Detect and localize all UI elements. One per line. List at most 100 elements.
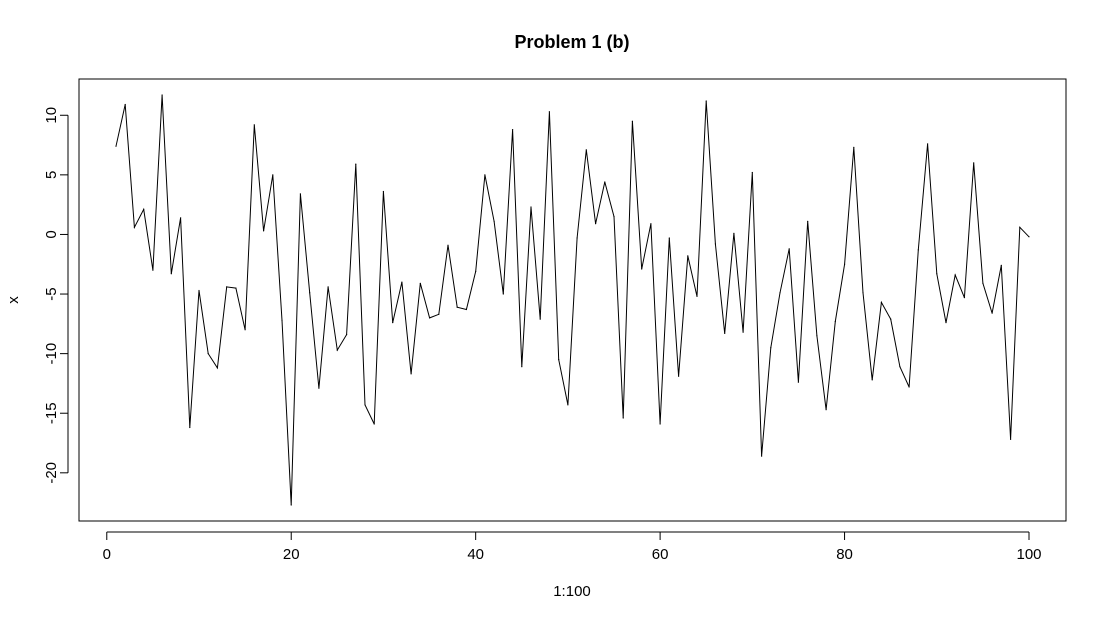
data-point	[364, 404, 366, 406]
data-point	[299, 193, 301, 195]
x-axis-label: 1:100	[553, 583, 591, 600]
data-point	[853, 146, 855, 148]
data-point	[263, 230, 265, 232]
data-point	[844, 263, 846, 265]
data-point	[631, 120, 634, 122]
data-point	[880, 301, 883, 303]
data-point	[705, 100, 707, 102]
x-tick-label: 20	[283, 546, 300, 563]
data-point	[816, 335, 818, 337]
y-tick-label: -10	[43, 343, 60, 365]
data-point	[309, 292, 311, 294]
data-point	[724, 332, 726, 334]
data-point	[355, 163, 357, 165]
data-point	[502, 293, 504, 295]
data-point	[908, 386, 910, 388]
data-point	[585, 149, 587, 151]
data-point	[945, 322, 947, 324]
data-point	[788, 248, 790, 250]
data-point	[936, 273, 938, 275]
data-point	[622, 417, 624, 419]
data-point	[392, 322, 394, 324]
data-point	[511, 129, 514, 131]
data-point	[659, 423, 661, 425]
data-point	[244, 329, 246, 331]
data-point	[668, 237, 670, 239]
data-point	[991, 312, 993, 314]
data-point	[207, 353, 209, 355]
data-point	[963, 297, 966, 299]
data-point	[558, 359, 560, 361]
data-point	[548, 111, 551, 113]
data-point	[742, 331, 744, 333]
x-axis: 0 20 40 60 80 100	[103, 531, 1042, 563]
data-point	[927, 143, 929, 145]
data-point	[1000, 264, 1002, 266]
x-tick-label: 0	[103, 546, 111, 563]
series-line	[115, 94, 1030, 506]
data-point	[613, 216, 615, 218]
data-point	[521, 366, 523, 368]
data-point	[475, 270, 477, 272]
data-point	[170, 273, 172, 275]
data-point	[216, 367, 218, 369]
data-point	[235, 287, 237, 289]
data-point	[797, 381, 800, 383]
data-point	[779, 292, 781, 294]
y-tick-label: 5	[43, 171, 60, 179]
data-point	[650, 223, 652, 225]
data-point	[954, 274, 956, 276]
data-point	[465, 308, 467, 311]
data-point	[346, 334, 348, 336]
x-tick-label: 100	[1016, 546, 1041, 563]
data-point	[410, 373, 412, 375]
data-point	[678, 375, 680, 377]
y-tick-label: -15	[43, 402, 60, 424]
data-point	[530, 206, 532, 208]
data-point	[641, 268, 643, 270]
data-point	[401, 281, 403, 283]
data-point	[696, 295, 698, 297]
plot-frame	[78, 78, 1067, 522]
data-point	[1028, 236, 1030, 238]
y-tick-label: 0	[43, 230, 60, 238]
data-point	[770, 347, 772, 349]
y-axis-label: x	[5, 296, 22, 304]
data-point	[447, 244, 449, 246]
data-point	[281, 319, 283, 321]
data-point	[1019, 226, 1021, 228]
data-point	[198, 289, 200, 292]
data-point	[714, 243, 717, 245]
data-point	[290, 504, 292, 506]
data-point	[890, 318, 892, 320]
data-point	[133, 226, 135, 228]
y-tick-label: 10	[43, 107, 60, 124]
series-layer	[115, 94, 1030, 506]
data-point	[272, 174, 274, 176]
data-point	[438, 313, 440, 315]
y-tick-label: -5	[43, 287, 60, 300]
x-tick-label: 40	[467, 546, 484, 563]
data-point	[871, 379, 873, 381]
data-point	[124, 103, 126, 106]
data-point	[226, 286, 228, 288]
data-point	[807, 220, 809, 222]
x-tick-label: 80	[836, 546, 853, 563]
data-point	[161, 94, 163, 96]
data-point	[825, 409, 827, 411]
y-tick-label: -20	[43, 462, 60, 484]
data-point	[318, 387, 320, 389]
data-point	[982, 282, 984, 284]
data-point	[493, 220, 495, 222]
data-point	[115, 145, 117, 147]
data-point	[595, 223, 597, 225]
data-point	[253, 124, 255, 126]
chart-title: Problem 1 (b)	[514, 32, 629, 52]
data-point	[143, 208, 145, 210]
data-point	[189, 426, 191, 429]
data-point	[576, 237, 578, 239]
data-point	[862, 292, 864, 294]
data-point	[917, 249, 919, 251]
data-point	[373, 423, 375, 425]
